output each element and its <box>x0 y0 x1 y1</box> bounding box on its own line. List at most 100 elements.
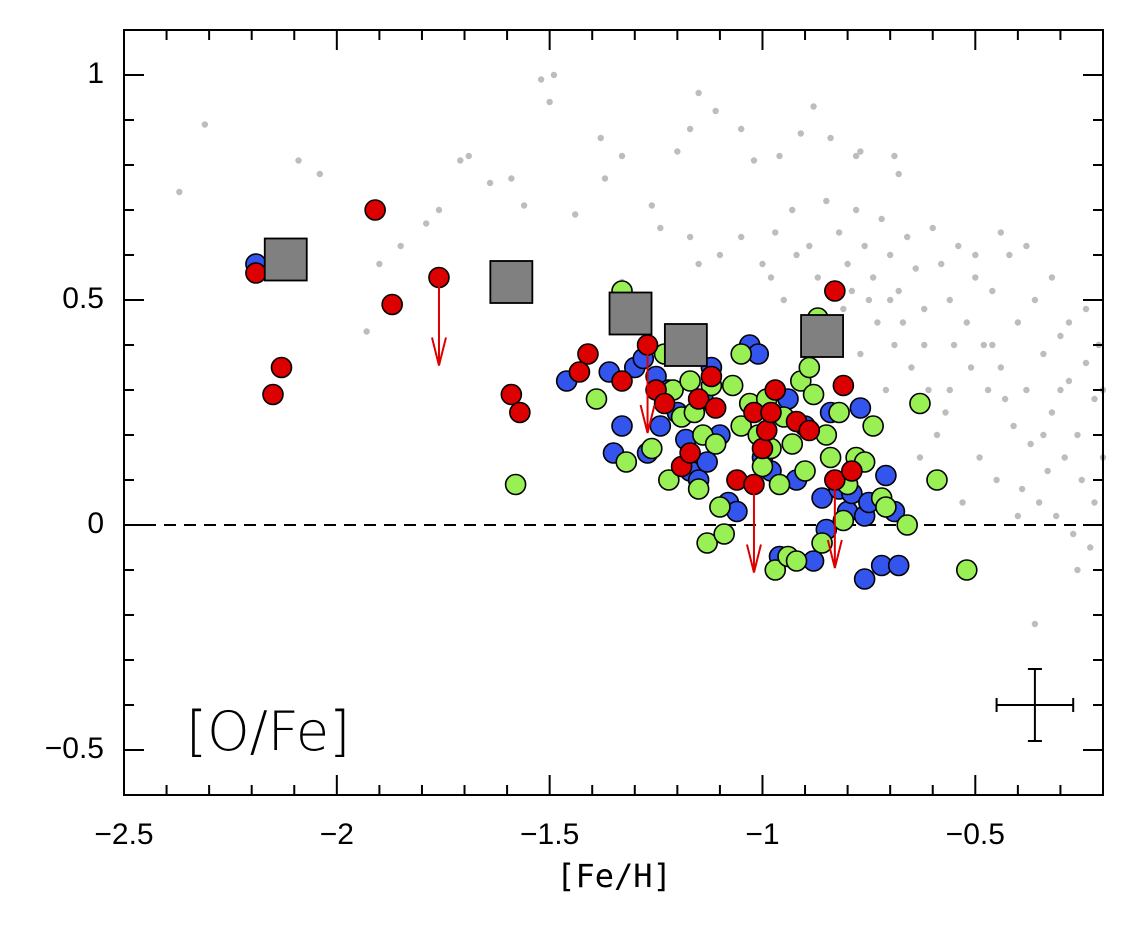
point <box>679 370 701 392</box>
point <box>798 419 821 442</box>
dot <box>550 71 558 79</box>
point <box>819 446 842 469</box>
plot-frame <box>123 29 1104 796</box>
square-point <box>489 260 534 304</box>
dot <box>1052 512 1060 520</box>
point <box>832 374 855 397</box>
x-axis-label: [Fe/H] <box>556 857 672 895</box>
point <box>262 383 284 406</box>
dot <box>921 341 928 349</box>
dot <box>695 260 702 268</box>
point <box>764 379 787 401</box>
point <box>832 509 855 532</box>
dot <box>597 134 604 142</box>
dot <box>423 220 430 227</box>
annotation: [O/Fe] <box>186 700 350 763</box>
point <box>679 442 701 464</box>
point <box>760 401 782 424</box>
point <box>764 559 787 581</box>
x-tick-label: −1 <box>745 818 779 851</box>
dot <box>989 287 996 295</box>
dot <box>976 454 983 461</box>
square-point <box>800 314 844 358</box>
dot <box>1040 350 1047 358</box>
dot <box>457 157 464 164</box>
dot <box>1044 467 1051 475</box>
point <box>704 397 727 419</box>
dot <box>984 386 992 394</box>
y-tick-label: 0.5 <box>62 282 104 315</box>
point <box>364 199 386 221</box>
dot <box>657 224 664 232</box>
dot <box>1078 476 1085 484</box>
dot <box>874 319 881 326</box>
x-tick-label: −0.5 <box>946 818 1005 851</box>
dot <box>886 296 894 304</box>
dot <box>601 175 609 182</box>
point <box>611 415 633 437</box>
x-tick-label: −2 <box>320 818 354 851</box>
dot <box>886 251 894 259</box>
point <box>577 343 599 365</box>
dot <box>827 134 834 142</box>
square-point <box>608 291 653 336</box>
dot <box>1065 377 1073 385</box>
dot <box>1091 395 1098 403</box>
x-tick-label: −1.5 <box>520 818 579 851</box>
dot <box>435 206 443 214</box>
point <box>841 460 863 482</box>
dot <box>980 341 988 349</box>
point <box>611 370 633 392</box>
series-circle <box>504 280 978 581</box>
dot <box>904 233 911 241</box>
y-tick-label: 1 <box>87 57 104 90</box>
dot <box>571 211 579 218</box>
dot <box>750 157 758 164</box>
upper-limit-arrow <box>826 480 843 569</box>
dot <box>950 341 958 349</box>
dot <box>1010 422 1017 430</box>
dot <box>814 274 822 281</box>
point <box>730 343 752 365</box>
dot <box>686 125 694 133</box>
point <box>802 383 825 406</box>
point <box>896 514 919 536</box>
point <box>696 532 718 554</box>
dot <box>1048 274 1056 281</box>
dot <box>686 233 694 241</box>
dot <box>899 319 907 326</box>
dot <box>840 305 847 313</box>
point <box>696 451 718 473</box>
upper-limit-arrow <box>745 484 762 573</box>
dot <box>942 409 949 416</box>
dot <box>712 107 719 115</box>
dot <box>1031 620 1039 628</box>
dot <box>776 152 783 160</box>
dot <box>546 98 553 106</box>
dot <box>1023 386 1030 394</box>
point <box>658 469 680 491</box>
dot <box>857 148 864 155</box>
dot <box>1057 386 1064 394</box>
point <box>811 487 833 509</box>
point <box>798 356 821 379</box>
dot <box>797 130 804 137</box>
dot <box>925 386 932 394</box>
dot <box>891 341 898 349</box>
dot <box>955 242 962 250</box>
dot <box>997 364 1005 371</box>
dot <box>1082 305 1090 313</box>
dot <box>1074 431 1081 439</box>
series-circle <box>245 199 863 496</box>
point <box>794 460 816 482</box>
point <box>862 415 884 437</box>
dot <box>806 242 813 250</box>
dot <box>1048 409 1056 416</box>
series-square <box>263 237 844 367</box>
dot <box>938 260 945 268</box>
dot <box>869 274 877 281</box>
dot <box>908 364 915 371</box>
point <box>653 392 676 415</box>
point <box>504 473 527 496</box>
dot <box>1061 454 1068 461</box>
